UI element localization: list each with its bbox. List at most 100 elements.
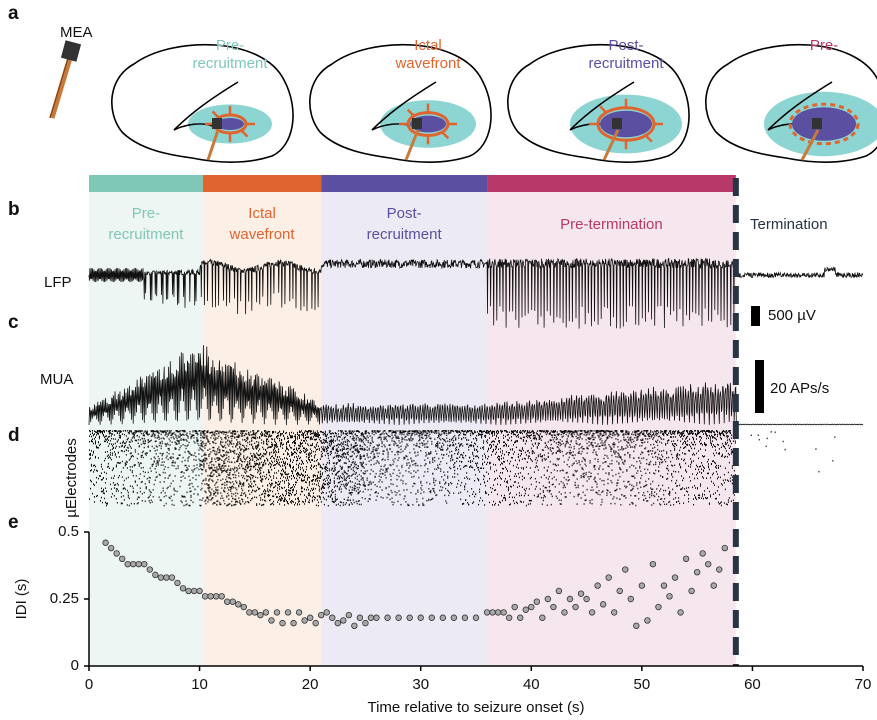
spike [482,455,484,457]
spike [512,453,514,455]
spike [204,452,206,455]
spike [289,476,291,478]
spike [212,431,214,433]
spike [291,486,293,489]
spike [540,455,542,458]
spike [404,457,406,459]
spike [303,476,305,479]
spike [562,430,564,433]
spike [232,450,234,453]
spike [338,481,340,484]
spike [212,469,214,471]
spike [557,464,559,466]
spike [571,430,573,433]
spike [477,450,479,453]
spike [154,440,156,443]
spike [240,443,242,446]
spike [428,435,430,437]
spike [266,431,268,433]
spike [447,471,449,473]
spike [162,452,164,455]
spike [207,474,209,477]
spike [333,486,335,488]
spike [207,484,209,487]
spike [500,458,502,460]
spike [452,458,454,461]
spike [237,458,239,461]
spike [574,484,576,486]
spike [151,435,153,437]
spike [291,474,293,477]
spike [495,445,497,448]
spike [279,482,281,485]
spike [232,433,234,435]
spike [283,500,285,502]
spike [268,478,270,481]
spike [298,445,300,447]
spike [100,479,102,481]
spike [502,468,504,470]
spike [495,453,497,455]
spike [397,500,399,503]
spike [442,449,444,451]
spike [363,447,365,450]
spike [573,462,575,464]
spike [450,430,452,432]
spike [226,454,228,456]
spike [105,490,107,493]
spike [508,462,510,465]
spike [214,450,216,453]
spike [259,468,261,471]
spike [482,446,484,449]
spike [245,440,247,443]
spike [548,489,550,492]
spike [433,431,435,433]
spike [186,440,188,442]
spike [380,496,382,498]
spike [213,501,215,504]
spike [303,488,305,490]
spike [359,448,361,450]
spike [365,437,367,440]
spike [264,453,266,455]
spike [249,443,251,446]
spike [292,461,294,464]
spike [221,483,223,486]
spike [488,455,490,458]
spike [388,430,390,432]
spike [120,450,122,452]
spike [288,491,290,494]
spike [525,466,527,468]
spike [161,458,163,460]
spike [201,464,203,466]
spike [242,483,244,486]
spike [232,435,234,437]
spike [187,444,189,446]
spike [457,430,459,432]
spike [293,448,295,450]
spike [131,437,133,439]
spike [561,431,563,434]
spike [556,438,558,440]
spike [340,483,342,486]
spike [320,475,322,478]
spike [369,473,371,475]
spike [243,455,245,457]
spike [338,439,340,442]
spike [103,436,105,438]
spike [89,430,90,432]
spike [244,430,246,432]
spike [423,491,425,493]
spike [215,454,217,456]
spike [458,451,460,453]
scale-bar [755,360,764,413]
spike [393,431,395,434]
spike [389,464,391,466]
spike [255,464,257,467]
spike [89,449,90,451]
spread-arrow [406,108,415,117]
spike [477,445,479,448]
spike [160,445,162,447]
spike [326,452,328,455]
spike [302,479,304,482]
